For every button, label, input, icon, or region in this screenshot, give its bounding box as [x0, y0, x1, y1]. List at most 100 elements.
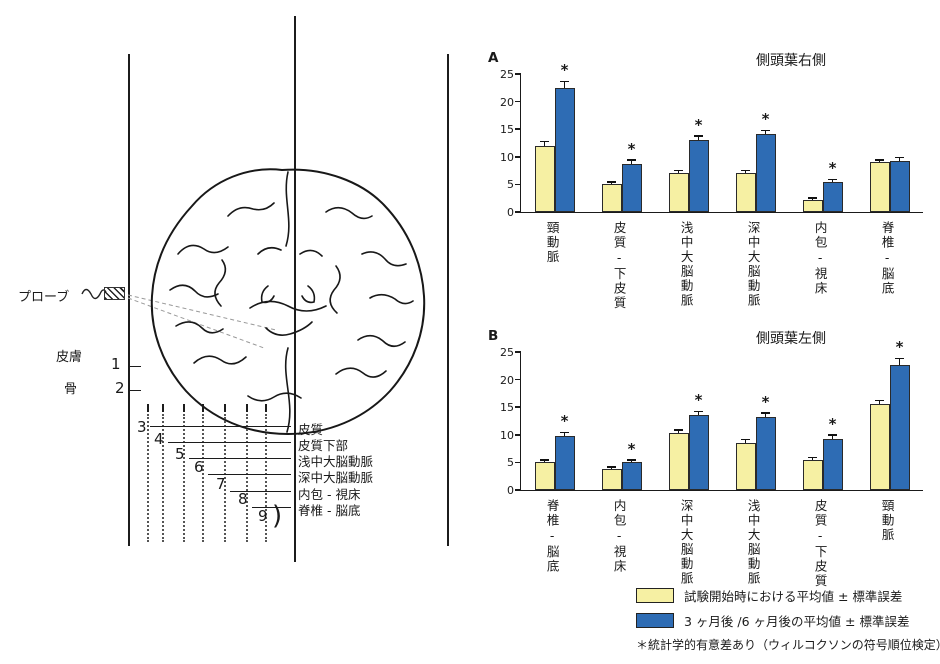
chart-title-b: 側頭葉左側 — [756, 331, 826, 347]
error-bar-line — [677, 170, 680, 174]
depth-tick — [224, 404, 226, 412]
error-bar-line — [898, 157, 901, 161]
depth-dotted-line — [183, 414, 185, 542]
significance-asterisk: * — [694, 391, 703, 410]
significance-asterisk: * — [627, 439, 636, 458]
depth-label-cortex: 皮質 — [298, 422, 324, 437]
error-bar-cap — [741, 169, 750, 172]
legend-row-followup: 3 ヶ月後 /6 ヶ月後の平均値 ± 標準誤差 — [636, 611, 940, 630]
error-bar-cap — [607, 181, 616, 183]
y-tick-mark — [515, 128, 521, 130]
y-tick-mark — [515, 351, 521, 353]
depth-dotted-line — [224, 414, 226, 542]
y-tick-label: 10 — [500, 150, 514, 164]
significance-asterisk: * — [761, 392, 770, 411]
error-bar-line — [543, 459, 546, 463]
bar-followup — [688, 415, 709, 490]
bar-followup — [621, 462, 642, 490]
leader-line — [168, 442, 291, 444]
significance-asterisk: * — [828, 414, 837, 433]
depth-dotted-line — [147, 414, 149, 542]
error-bar-line — [697, 411, 700, 416]
depth-label-spine-basilar: 脊椎 - 脳底 — [298, 503, 361, 518]
error-bar-line — [610, 466, 613, 470]
significance-asterisk: * — [828, 158, 837, 177]
error-bar-line — [811, 456, 814, 460]
chart-left-temporal: B 側頭葉左側 0 5 10 15 20 25 * 脊椎-脳底 * 内包-視床 * 深中大脳動脈 * 浅中… — [488, 326, 940, 598]
error-bar-cap — [560, 431, 569, 434]
error-bar-cap — [895, 357, 904, 360]
depth-label-internal-capsule: 内包 - 視床 — [298, 487, 361, 502]
bar-baseline — [601, 184, 622, 212]
y-tick-label: 0 — [507, 484, 514, 497]
category-label: 浅中大脳動脈 — [745, 499, 761, 586]
bar-followup — [688, 140, 709, 212]
y-tick-mark — [515, 100, 521, 103]
leader-line — [208, 474, 291, 476]
error-bar-cap — [674, 169, 683, 172]
category-label: 深中大脳動脈 — [745, 221, 761, 308]
y-tick-label: 15 — [500, 123, 514, 137]
legend-swatch-baseline — [636, 588, 674, 603]
legend: 試験開始時における平均値 ± 標準誤差 3 ヶ月後 /6 ヶ月後の平均値 ± 標… — [636, 586, 940, 653]
legend-swatch-followup — [636, 613, 674, 628]
depth-number-4: 4 — [154, 430, 164, 448]
y-tick-label: 5 — [507, 178, 514, 192]
y-tick-mark — [515, 183, 521, 186]
error-bar-line — [630, 159, 633, 164]
y-tick-label: 20 — [500, 373, 514, 387]
error-bar-line — [744, 439, 747, 444]
error-bar-cap — [627, 159, 636, 161]
depth-dotted-line — [202, 414, 204, 542]
category-label: 頸動脈 — [879, 499, 895, 543]
probe-label: プローブ — [18, 290, 70, 305]
error-bar-cap — [674, 429, 683, 431]
category-label: 皮質-下皮質 — [611, 221, 627, 311]
error-bar-cap — [560, 80, 569, 83]
leader-line — [189, 458, 291, 460]
y-tick-label: 10 — [500, 428, 514, 442]
error-bar-line — [898, 358, 901, 365]
significance-asterisk: * — [560, 61, 569, 80]
bar-followup — [554, 87, 575, 212]
depth-dotted-line — [265, 414, 267, 542]
y-tick-mark — [515, 406, 521, 408]
legend-row-baseline: 試験開始時における平均値 ± 標準誤差 — [636, 586, 940, 605]
y-tick-mark — [515, 489, 521, 491]
error-bar-cap — [694, 135, 703, 137]
depth-number-9: 9 — [258, 507, 268, 525]
error-bar-cap — [828, 178, 837, 180]
bar-baseline — [735, 443, 756, 490]
error-bar-cap — [875, 159, 884, 161]
category-label: 内包-視床 — [611, 499, 627, 574]
bone-label: 骨 — [64, 382, 78, 397]
error-bar-cap — [808, 197, 817, 199]
error-bar-line — [878, 400, 881, 405]
error-bar-line — [831, 434, 834, 439]
scan-frame-line-left — [128, 54, 130, 546]
depth-tick — [265, 404, 267, 412]
y-tick-label: 15 — [500, 401, 514, 415]
scan-frame-line-right — [447, 54, 449, 546]
bar-followup — [889, 160, 910, 212]
y-tick-label: 25 — [500, 68, 514, 81]
category-label: 脊椎-脳底 — [879, 221, 895, 296]
legend-label-baseline: 試験開始時における平均値 ± 標準誤差 — [684, 589, 903, 604]
error-bar-cap — [694, 410, 703, 413]
bar-followup — [822, 181, 843, 212]
error-bar-cap — [540, 459, 549, 461]
y-tick-mark — [515, 73, 521, 75]
scan-midline — [294, 16, 296, 562]
category-label: 脊椎-脳底 — [544, 499, 560, 574]
error-bar-line — [878, 159, 881, 163]
error-bar-cap — [607, 466, 616, 468]
depth-range-bracket: ) — [272, 501, 283, 531]
error-bar-line — [764, 412, 767, 418]
y-tick-label: 20 — [500, 95, 514, 109]
leader-line — [252, 507, 291, 509]
error-bar-cap — [875, 399, 884, 402]
category-label: 内包-視床 — [812, 221, 828, 296]
bar-followup — [889, 364, 910, 490]
bar-followup — [755, 417, 776, 490]
panel-label-a: A — [488, 50, 499, 66]
